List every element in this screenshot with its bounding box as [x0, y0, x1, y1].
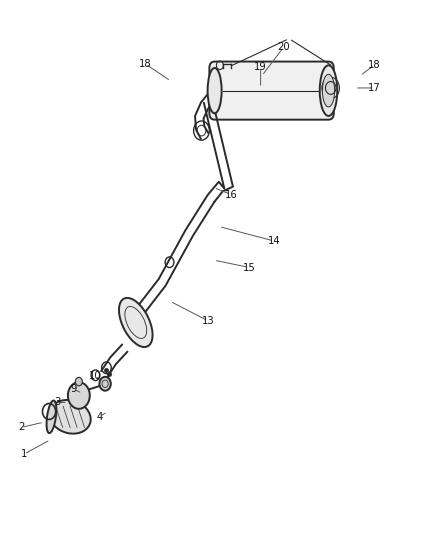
Circle shape — [68, 382, 90, 409]
Text: 9: 9 — [71, 384, 77, 394]
Text: 4: 4 — [97, 412, 103, 422]
Text: 20: 20 — [278, 42, 290, 52]
Text: 18: 18 — [368, 60, 381, 70]
FancyBboxPatch shape — [209, 62, 334, 120]
Ellipse shape — [119, 298, 152, 347]
Text: 17: 17 — [368, 83, 381, 93]
Ellipse shape — [208, 68, 222, 114]
Text: 10: 10 — [89, 371, 102, 381]
Ellipse shape — [320, 66, 337, 116]
Text: 16: 16 — [225, 190, 238, 199]
Circle shape — [99, 377, 111, 391]
Text: 18: 18 — [139, 59, 152, 69]
Text: 14: 14 — [268, 236, 280, 246]
Text: 19: 19 — [254, 62, 267, 71]
Text: 13: 13 — [202, 316, 214, 326]
Text: 3: 3 — [54, 398, 60, 407]
Text: 15: 15 — [243, 263, 256, 272]
Text: 1: 1 — [21, 449, 27, 459]
Ellipse shape — [46, 400, 57, 433]
Ellipse shape — [322, 74, 335, 107]
Ellipse shape — [49, 400, 91, 434]
Circle shape — [75, 377, 82, 386]
Text: 2: 2 — [18, 423, 24, 432]
